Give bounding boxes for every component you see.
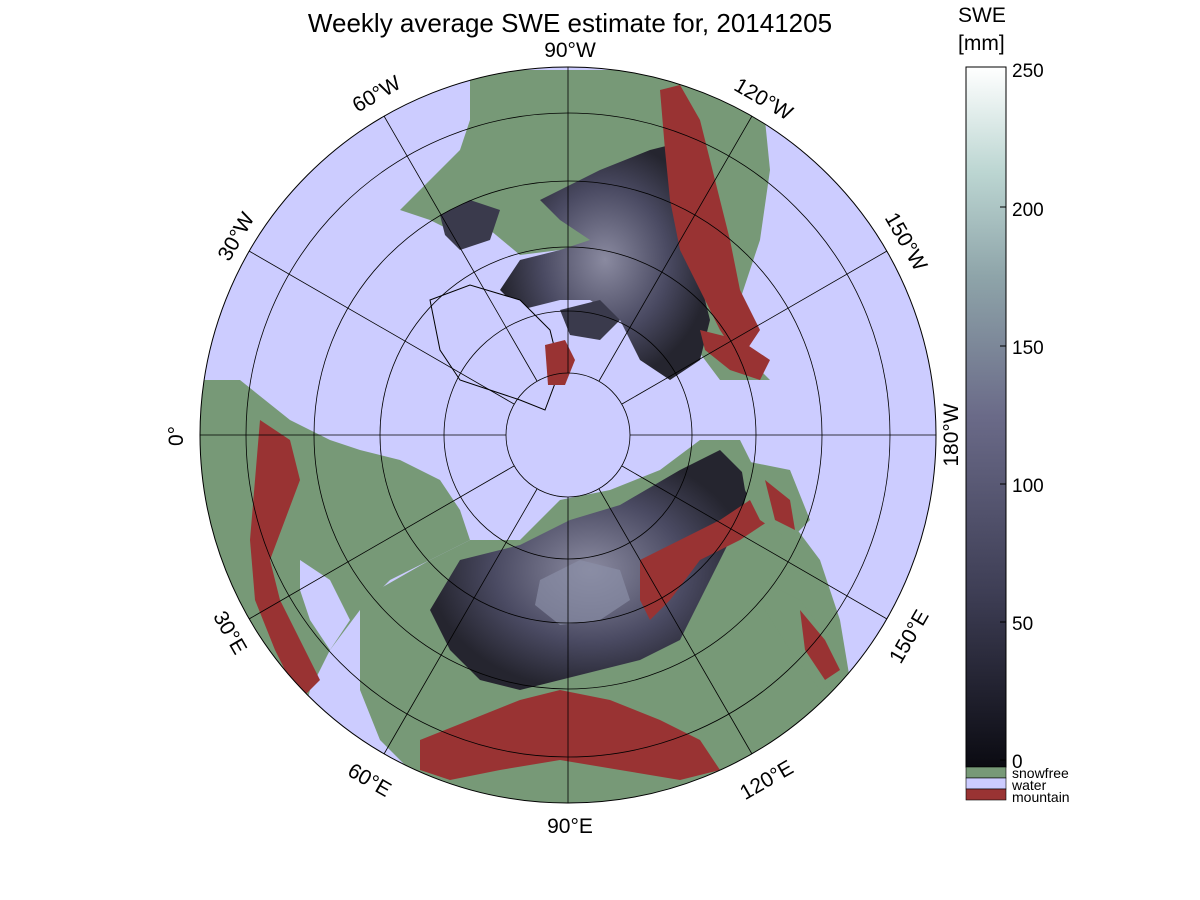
lon-label-0: 0° xyxy=(165,426,188,446)
mountain-east-siberia xyxy=(640,500,770,620)
colorbar: SWE [mm] 250 200 150 100 50 0 snowfree w… xyxy=(958,4,1070,805)
colorbar-mountain-swatch xyxy=(965,788,1007,801)
mountain-japan-coast xyxy=(800,610,840,680)
meridian-120W xyxy=(598,115,753,382)
graticule xyxy=(199,66,937,804)
meridian-120E xyxy=(598,488,753,755)
mountain-rockies xyxy=(660,85,760,360)
meridian-60W xyxy=(383,115,538,382)
colorbar-ticks xyxy=(1000,66,1006,761)
meridian-60E xyxy=(383,488,538,755)
lon-label-90E: 90°E xyxy=(547,815,593,838)
lon-label-90W: 90°W xyxy=(544,39,596,62)
colorbar-water-swatch xyxy=(965,777,1007,790)
colorbar-tick-250: 250 xyxy=(1012,61,1044,82)
meridian-30W xyxy=(248,250,515,405)
snow-north-america xyxy=(500,140,710,380)
lon-label-120E: 120°E xyxy=(736,756,797,805)
colorbar-tick-200: 200 xyxy=(1012,200,1044,221)
colorbar-gradient xyxy=(965,66,1007,768)
colorbar-title-line2: [mm] xyxy=(958,32,1005,55)
colorbar-snowfree-swatch xyxy=(965,766,1007,779)
colorbar-label-water: water xyxy=(1011,777,1047,793)
lon-label-60E: 60°E xyxy=(344,759,395,802)
lon-label-30E: 30°E xyxy=(208,607,251,658)
colorbar-title-line1: SWE xyxy=(958,4,1006,27)
map-title: Weekly average SWE estimate for, 2014120… xyxy=(308,8,832,38)
meridian-150W xyxy=(621,250,888,405)
snow-labrador xyxy=(440,200,500,250)
lon-label-180W: 180°W xyxy=(940,403,963,466)
colorbar-label-mountain: mountain xyxy=(1012,789,1070,805)
lon-label-150E: 150°E xyxy=(885,606,934,667)
mountain-central-asia xyxy=(420,690,720,780)
snow-arctic-islands xyxy=(560,300,620,340)
meridian-30E xyxy=(248,465,515,620)
mountain-europe xyxy=(250,420,320,700)
colorbar-tick-0: 0 xyxy=(1012,752,1023,773)
mountain-greenland xyxy=(545,340,575,385)
mountain-alaska xyxy=(700,330,770,380)
colorbar-tick-50: 50 xyxy=(1012,614,1033,635)
snow-siberia-core xyxy=(535,560,630,625)
colorbar-tick-100: 100 xyxy=(1012,476,1044,497)
meridian-150E xyxy=(621,465,888,620)
greenland xyxy=(429,284,561,411)
colorbar-label-snowfree: snowfree xyxy=(1012,765,1069,781)
mountain-kamchatka xyxy=(765,480,795,530)
colorbar-tick-150: 150 xyxy=(1012,338,1044,359)
